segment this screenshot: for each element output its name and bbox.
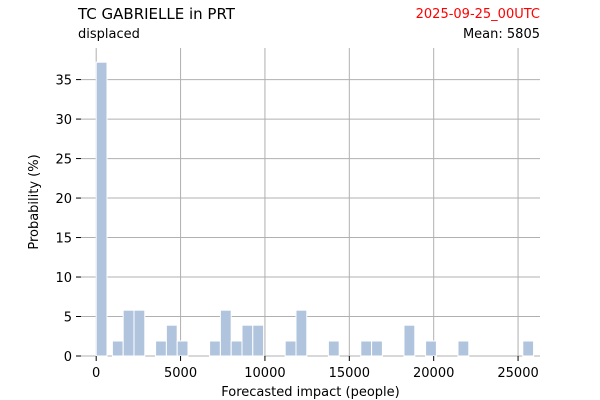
histogram-bar (111, 340, 124, 357)
x-tick-label: 5000 (164, 366, 197, 381)
x-axis-ticks: 0 5000 10000 15000 20000 25000 (92, 356, 539, 381)
y-tick-label: 35 (55, 74, 72, 89)
histogram-bar (457, 340, 470, 357)
histogram-bar (295, 309, 308, 357)
histogram-bar (425, 340, 437, 357)
histogram-bar (284, 340, 297, 357)
mean-label: Mean: 5805 (462, 27, 540, 42)
y-tick-label: 10 (55, 271, 72, 286)
y-axis-ticks: 0 5 10 15 20 25 30 35 (55, 74, 81, 365)
histogram-bar (241, 324, 254, 357)
histogram-bar (252, 324, 265, 357)
y-tick-label: 30 (55, 113, 72, 128)
x-tick-label: 25000 (497, 366, 538, 381)
histogram-bar (522, 340, 535, 357)
histogram-bar (176, 340, 189, 357)
y-tick-label: 5 (64, 311, 72, 326)
x-axis-label: Forecasted impact (people) (221, 385, 399, 400)
histogram-bar (95, 61, 108, 357)
histogram-bar (165, 324, 178, 357)
grid-lines (81, 48, 540, 357)
histogram-bar (403, 324, 416, 357)
histogram-bar (209, 340, 221, 357)
x-tick-label: 20000 (413, 366, 454, 381)
chart-subtitle: displaced (78, 27, 140, 42)
y-tick-label: 25 (55, 153, 72, 168)
y-tick-label: 20 (55, 192, 72, 207)
histogram-bar (327, 340, 340, 357)
histogram-bar (219, 309, 232, 357)
histogram-bar (133, 309, 146, 357)
x-tick-label: 15000 (329, 366, 370, 381)
histogram-bar (122, 309, 135, 357)
y-axis-label: Probability (%) (27, 154, 42, 249)
histogram-bar (371, 340, 383, 357)
x-tick-label: 0 (92, 366, 100, 381)
y-tick-label: 15 (55, 232, 72, 247)
x-tick-label: 10000 (244, 366, 285, 381)
chart-title: TC GABRIELLE in PRT (78, 5, 235, 23)
histogram-bar (360, 340, 373, 357)
y-tick-label: 0 (64, 350, 72, 365)
histogram-bar (230, 340, 243, 357)
histogram-bars (95, 61, 535, 357)
forecast-date: 2025-09-25_00UTC (415, 7, 540, 22)
histogram-bar (155, 340, 167, 357)
